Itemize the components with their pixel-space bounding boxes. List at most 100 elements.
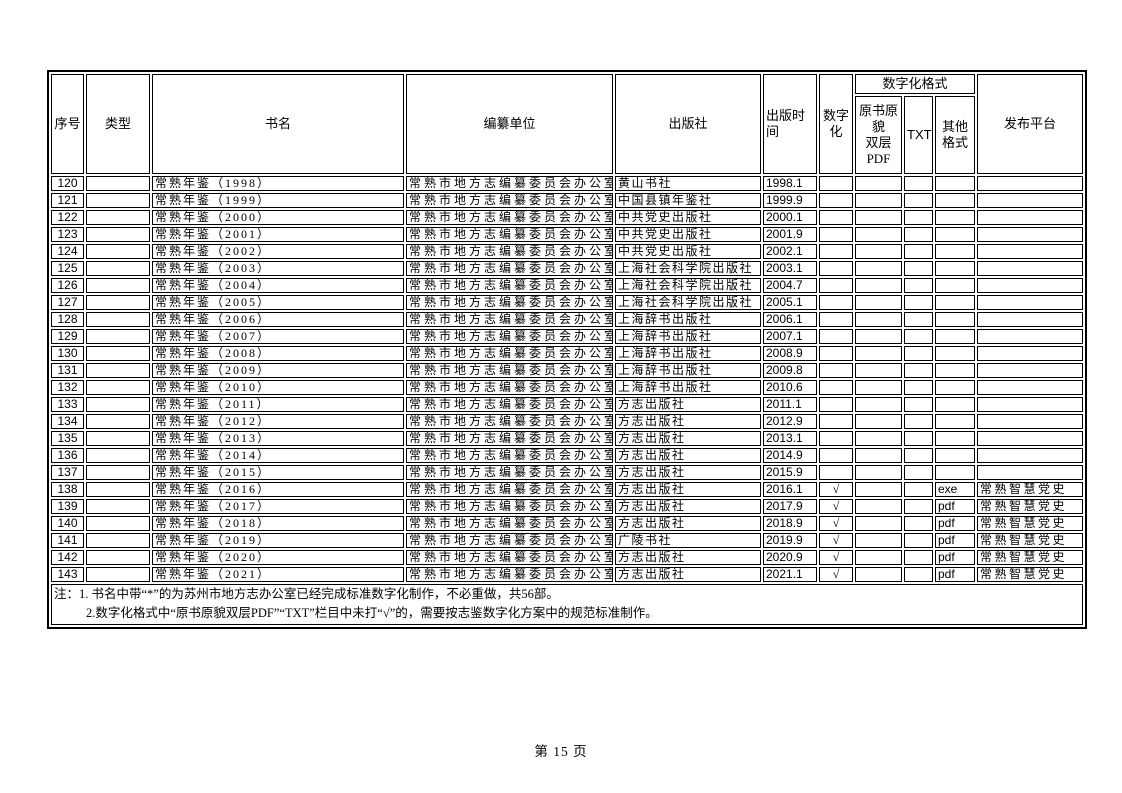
cell-double-layer-pdf [855, 295, 902, 310]
cell-txt [904, 397, 933, 412]
table-row: 127 常熟年鉴（2005） 常熟市地方志编纂委员会办公室 上海社会科学院出版社… [51, 295, 1084, 310]
cell-title: 常熟年鉴（2014） [152, 448, 404, 463]
cell-publisher: 方志出版社 [615, 414, 761, 429]
cell-pub-date: 2021.1 [763, 567, 817, 582]
cell-type [86, 414, 150, 429]
cell-platform: 常熟智慧党史 [977, 499, 1084, 514]
cell-publisher: 方志出版社 [615, 516, 761, 531]
cell-type [86, 397, 150, 412]
cell-txt [904, 312, 933, 327]
cell-serial: 128 [51, 312, 84, 327]
table-row: 137 常熟年鉴（2015） 常熟市地方志编纂委员会办公室 方志出版社 2015… [51, 465, 1084, 480]
cell-compiling-unit: 常熟市地方志编纂委员会办公室 [406, 278, 613, 293]
cell-platform [977, 329, 1084, 344]
cell-txt [904, 278, 933, 293]
cell-title: 常熟年鉴（1999） [152, 193, 404, 208]
table-row: 143 常熟年鉴（2021） 常熟市地方志编纂委员会办公室 方志出版社 2021… [51, 567, 1084, 582]
cell-compiling-unit: 常熟市地方志编纂委员会办公室 [406, 329, 613, 344]
cell-type [86, 482, 150, 497]
cell-publisher: 方志出版社 [615, 431, 761, 446]
cell-txt [904, 227, 933, 242]
cell-compiling-unit: 常熟市地方志编纂委员会办公室 [406, 482, 613, 497]
cell-serial: 141 [51, 533, 84, 548]
cell-double-layer-pdf [855, 499, 902, 514]
cell-compiling-unit: 常熟市地方志编纂委员会办公室 [406, 346, 613, 361]
cell-serial: 138 [51, 482, 84, 497]
cell-type [86, 550, 150, 565]
cell-double-layer-pdf [855, 465, 902, 480]
cell-platform: 常熟智慧党史 [977, 567, 1084, 582]
cell-platform [977, 346, 1084, 361]
cell-compiling-unit: 常熟市地方志编纂委员会办公室 [406, 448, 613, 463]
table-row: 138 常熟年鉴（2016） 常熟市地方志编纂委员会办公室 方志出版社 2016… [51, 482, 1084, 497]
cell-digitized-check [819, 295, 853, 310]
cell-platform [977, 278, 1084, 293]
notes-cell: 注：1. 书名中带“*”的为苏州市地方志办公室已经完成标准数字化制作，不必重做，… [51, 584, 1084, 625]
table-row: 132 常熟年鉴（2010） 常熟市地方志编纂委员会办公室 上海辞书出版社 20… [51, 380, 1084, 395]
cell-other-format [935, 448, 976, 463]
cell-type [86, 210, 150, 225]
cell-txt [904, 380, 933, 395]
cell-type [86, 227, 150, 242]
cell-txt [904, 261, 933, 276]
cell-digitized-check [819, 278, 853, 293]
cell-pub-date: 2012.9 [763, 414, 817, 429]
cell-serial: 134 [51, 414, 84, 429]
cell-pub-date: 2005.1 [763, 295, 817, 310]
cell-pub-date: 2011.1 [763, 397, 817, 412]
cell-title: 常熟年鉴（2005） [152, 295, 404, 310]
page-number: 第 15 页 [534, 744, 588, 759]
table-body: 120 常熟年鉴（1998） 常熟市地方志编纂委员会办公室 黄山书社 1998.… [51, 176, 1084, 582]
cell-compiling-unit: 常熟市地方志编纂委员会办公室 [406, 397, 613, 412]
cell-title: 常熟年鉴（2018） [152, 516, 404, 531]
cell-digitized-check: √ [819, 499, 853, 514]
cell-type [86, 278, 150, 293]
cell-title: 常熟年鉴（2011） [152, 397, 404, 412]
cell-other-format [935, 346, 976, 361]
cell-other-format [935, 380, 976, 395]
cell-platform [977, 448, 1084, 463]
cell-serial: 122 [51, 210, 84, 225]
cell-double-layer-pdf [855, 329, 902, 344]
table-row: 139 常熟年鉴（2017） 常熟市地方志编纂委员会办公室 方志出版社 2017… [51, 499, 1084, 514]
cell-double-layer-pdf [855, 244, 902, 259]
table-row: 130 常熟年鉴（2008） 常熟市地方志编纂委员会办公室 上海辞书出版社 20… [51, 346, 1084, 361]
cell-serial: 137 [51, 465, 84, 480]
table-row: 122 常熟年鉴（2000） 常熟市地方志编纂委员会办公室 中共党史出版社 20… [51, 210, 1084, 225]
cell-title: 常熟年鉴（2013） [152, 431, 404, 446]
cell-type [86, 363, 150, 378]
cell-publisher: 方志出版社 [615, 397, 761, 412]
cell-serial: 125 [51, 261, 84, 276]
col-header-title: 书名 [152, 74, 404, 174]
cell-compiling-unit: 常熟市地方志编纂委员会办公室 [406, 516, 613, 531]
cell-double-layer-pdf [855, 312, 902, 327]
cell-txt [904, 550, 933, 565]
cell-other-format: pdf [935, 533, 976, 548]
cell-type [86, 499, 150, 514]
cell-double-layer-pdf [855, 567, 902, 582]
cell-pub-date: 1999.9 [763, 193, 817, 208]
table-row: 120 常熟年鉴（1998） 常熟市地方志编纂委员会办公室 黄山书社 1998.… [51, 176, 1084, 191]
cell-other-format [935, 397, 976, 412]
cell-publisher: 上海辞书出版社 [615, 380, 761, 395]
cell-serial: 126 [51, 278, 84, 293]
table-row: 141 常熟年鉴（2019） 常熟市地方志编纂委员会办公室 广陵书社 2019.… [51, 533, 1084, 548]
table-row: 128 常熟年鉴（2006） 常熟市地方志编纂委员会办公室 上海辞书出版社 20… [51, 312, 1084, 327]
cell-compiling-unit: 常熟市地方志编纂委员会办公室 [406, 567, 613, 582]
cell-type [86, 312, 150, 327]
cell-digitized-check [819, 380, 853, 395]
cell-title: 常熟年鉴（2007） [152, 329, 404, 344]
cell-publisher: 广陵书社 [615, 533, 761, 548]
cell-publisher: 上海社会科学院出版社 [615, 278, 761, 293]
cell-type [86, 346, 150, 361]
cell-type [86, 567, 150, 582]
cell-double-layer-pdf [855, 448, 902, 463]
cell-serial: 123 [51, 227, 84, 242]
cell-pub-date: 2006.1 [763, 312, 817, 327]
cell-other-format [935, 431, 976, 446]
cell-compiling-unit: 常熟市地方志编纂委员会办公室 [406, 261, 613, 276]
cell-other-format [935, 176, 976, 191]
cell-double-layer-pdf [855, 397, 902, 412]
note-line-2: 2.数字化格式中“原书原貌双层PDF”“TXT”栏目中未打“√”的，需要按志鉴数… [86, 606, 658, 621]
